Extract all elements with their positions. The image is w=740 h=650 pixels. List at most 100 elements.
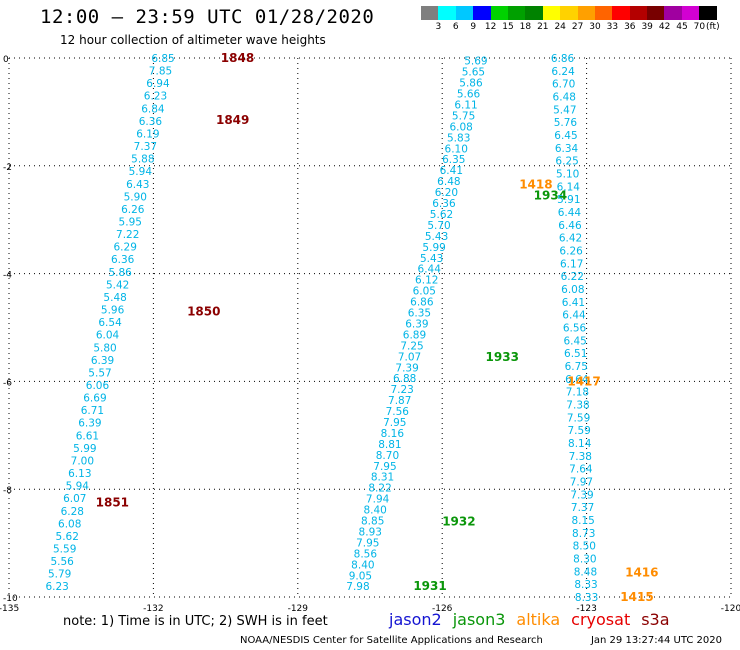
color-scale-swatch <box>681 6 700 20</box>
wave-height-value: 6.44 <box>562 310 586 322</box>
wave-height-value: 6.86 <box>410 297 434 309</box>
wave-height-value: 5.94 <box>129 166 153 178</box>
wave-height-value: 5.91 <box>557 194 580 206</box>
wave-height-value: 6.39 <box>78 418 101 430</box>
wave-height-value: 6.26 <box>559 246 583 258</box>
wave-height-value: 6.10 <box>445 143 468 155</box>
wave-height-value: 7.95 <box>373 461 396 473</box>
wave-height-value: 8.85 <box>361 516 384 528</box>
wave-height-value: 6.05 <box>413 286 436 298</box>
wave-height-value: 8.50 <box>573 541 596 553</box>
color-scale-swatch <box>507 6 526 20</box>
wave-height-value: 7.87 <box>388 395 411 407</box>
color-scale-label: 21 <box>537 22 549 32</box>
wave-height-value: 6.08 <box>561 284 584 296</box>
wave-height-value: 8.70 <box>376 450 399 462</box>
x-tick-label: -120 <box>721 604 740 614</box>
wave-height-value: 5.99 <box>422 242 445 254</box>
wave-height-value: 5.86 <box>108 267 132 279</box>
wave-height-value: 5.47 <box>553 104 576 116</box>
wave-height-value: 8.16 <box>381 428 405 440</box>
wave-height-value: 5.95 <box>119 216 142 228</box>
wave-height-value: 6.44 <box>558 207 582 219</box>
wave-height-value: 6.51 <box>564 348 587 360</box>
pass-time-label: 1415 <box>620 590 653 604</box>
x-tick-label: -132 <box>143 604 163 614</box>
wave-height-value: 8.15 <box>571 515 594 527</box>
color-scale-bar <box>421 6 717 20</box>
pass-time-label: 1931 <box>413 579 446 593</box>
wave-height-value: 5.94 <box>66 481 90 493</box>
wave-height-value: 5.43 <box>425 231 448 243</box>
wave-height-value: 6.56 <box>563 323 587 335</box>
wave-height-value: 6.89 <box>403 329 426 341</box>
wave-height-value: 8.22 <box>368 483 391 495</box>
wave-height-value: 8.33 <box>575 592 598 604</box>
pass-time-label: 1418 <box>519 178 552 192</box>
wave-height-value: 5.66 <box>457 89 481 101</box>
wave-height-value: 5.99 <box>73 443 96 455</box>
wave-height-value: 7.39 <box>570 489 593 501</box>
pass-time-label: 1851 <box>96 496 129 510</box>
color-scale-label: 9 <box>470 22 477 32</box>
y-tick-label: -2 <box>3 163 12 173</box>
legend-item: jason2 <box>389 610 442 629</box>
y-tick-label: 0 <box>3 55 9 65</box>
wave-height-value: 5.80 <box>93 342 116 354</box>
page-title: 12:00 — 23:59 UTC 01/28/2020 <box>40 6 375 28</box>
wave-height-value: 7.95 <box>383 417 406 429</box>
color-scale-swatch <box>421 6 439 20</box>
y-tick-label: -8 <box>3 486 12 496</box>
pass-time-label: 1417 <box>567 374 600 388</box>
wave-height-value: 5.65 <box>462 67 485 79</box>
wave-height-value: 6.48 <box>553 92 576 104</box>
wave-height-value: 5.56 <box>50 556 74 568</box>
wave-height-value: 7.64 <box>569 464 593 476</box>
wave-height-value: 5.86 <box>459 78 483 90</box>
color-scale-swatch <box>699 6 717 20</box>
color-scale-label: 33 <box>606 22 619 32</box>
wave-height-value: 6.11 <box>454 99 477 111</box>
wave-height-value: 5.90 <box>124 191 147 203</box>
color-scale-label: 70 <box>693 22 706 32</box>
color-scale-swatch <box>438 6 456 20</box>
wave-height-value: 6.45 <box>554 130 577 142</box>
wave-height-value: 6.20 <box>435 187 458 199</box>
wave-height-value: 7.00 <box>71 455 94 467</box>
wave-height-value: 6.36 <box>432 198 456 210</box>
color-scale-label: 12 <box>484 22 497 32</box>
wave-height-value: 6.26 <box>121 204 145 216</box>
wave-height-value: 6.44 <box>418 264 442 276</box>
wave-height-value: 6.13 <box>68 468 91 480</box>
wave-height-value: 7.07 <box>398 351 421 363</box>
color-scale-swatch <box>473 6 491 20</box>
wave-height-value: 5.10 <box>556 169 579 181</box>
wave-height-value: 8.30 <box>573 554 596 566</box>
wave-height-value: 7.38 <box>566 400 589 412</box>
wave-height-value: 5.69 <box>464 56 487 68</box>
footer-credit: NOAA/NESDIS Center for Satellite Applica… <box>240 635 543 646</box>
wave-height-value: 7.25 <box>400 340 423 352</box>
color-scale-labels: 3 6 9 12 15 18 21 24 27 30 33 36 39 42 45 70 (ft) <box>421 22 740 34</box>
color-scale-swatch <box>629 6 648 20</box>
wave-height-value: 7.37 <box>571 502 594 514</box>
color-scale-label: 39 <box>641 22 653 32</box>
wave-height-value: 6.06 <box>86 380 110 392</box>
wave-height-value: 6.36 <box>111 254 135 266</box>
wave-height-value: 5.83 <box>447 132 470 144</box>
footer-timestamp: Jan 29 13:27:44 UTC 2020 <box>590 635 722 646</box>
wave-height-value: 6.28 <box>61 506 84 518</box>
wave-height-value: 7.98 <box>346 581 369 593</box>
pass-time-label: 1932 <box>442 515 475 529</box>
wave-height-value: 6.08 <box>449 121 472 133</box>
wave-height-value: 7.56 <box>386 406 410 418</box>
wave-height-value: 8.73 <box>572 528 595 540</box>
wave-height-value: 8.56 <box>354 548 378 560</box>
wave-height-value: 5.96 <box>101 305 125 317</box>
pass-time-label: 1933 <box>486 350 519 364</box>
wave-height-value: 6.48 <box>437 176 460 188</box>
wave-height-value: 6.46 <box>558 220 582 232</box>
wave-height-value: 7.39 <box>395 362 418 374</box>
color-scale-swatch <box>594 6 613 20</box>
